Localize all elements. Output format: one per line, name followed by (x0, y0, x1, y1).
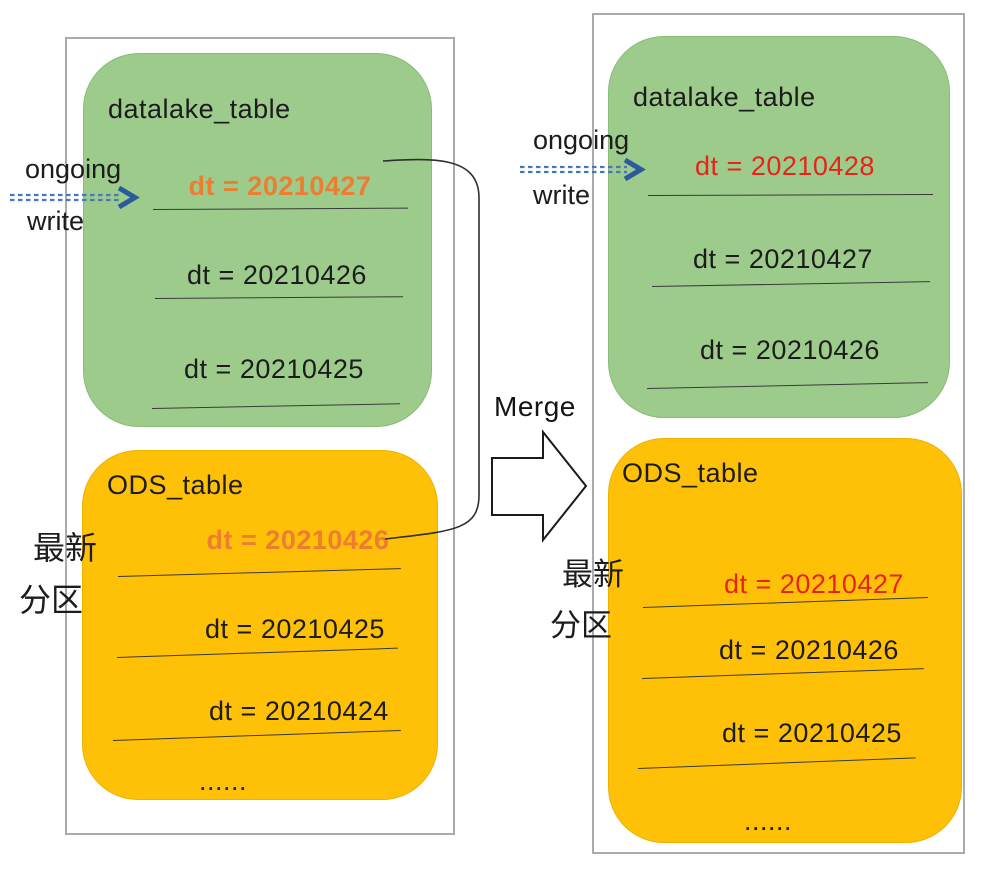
left-ongoing-label: ongoing (25, 154, 122, 184)
left-datalake-title: datalake_table (108, 94, 291, 124)
right-ongoing-label: ongoing (533, 125, 630, 155)
right-write-label: write (533, 180, 591, 210)
merge-label: Merge (494, 391, 576, 422)
right-state-frame (592, 13, 965, 854)
right-ods-title: ODS_table (622, 458, 759, 488)
partition-row: dt = 20210427 (693, 244, 873, 274)
left-ods-title: ODS_table (107, 470, 244, 500)
right-datalake-title: datalake_table (633, 82, 816, 112)
right-ongoing-write-arrow-icon (520, 157, 646, 182)
left-latest-partition-label: 最新 (33, 530, 98, 566)
partition-row: dt = 20210425 (205, 614, 385, 644)
right-latest-partition-label: 最新 (562, 557, 624, 592)
partition-row-dots: ...... (198, 766, 247, 796)
left-datalake-box (83, 53, 432, 427)
partition-row: dt = 20210427 (188, 171, 372, 201)
left-write-label: write (27, 206, 85, 236)
right-latest-partition-label2: 分区 (550, 608, 612, 643)
partition-row: dt = 20210428 (695, 151, 875, 181)
left-ods-box (82, 450, 438, 800)
partition-row: dt = 20210426 (187, 260, 367, 290)
merge-source-bracket-line (382, 158, 480, 540)
left-state-frame (65, 37, 455, 835)
partition-row: dt = 20210425 (184, 354, 364, 384)
partition-row: dt = 20210426 (700, 335, 880, 365)
partition-row: dt = 20210426 (206, 525, 390, 555)
left-ongoing-write-arrow-icon (10, 185, 140, 210)
right-datalake-box (608, 36, 950, 418)
left-latest-partition-label2: 分区 (19, 582, 84, 618)
merge-block-arrow-icon (491, 429, 588, 543)
partition-row: dt = 20210426 (719, 635, 899, 665)
partition-row: dt = 20210427 (724, 569, 904, 599)
right-ods-box (608, 438, 962, 843)
partition-row: dt = 20210425 (722, 718, 902, 748)
partition-row-dots: ...... (743, 806, 792, 836)
partition-row: dt = 20210424 (209, 696, 389, 726)
